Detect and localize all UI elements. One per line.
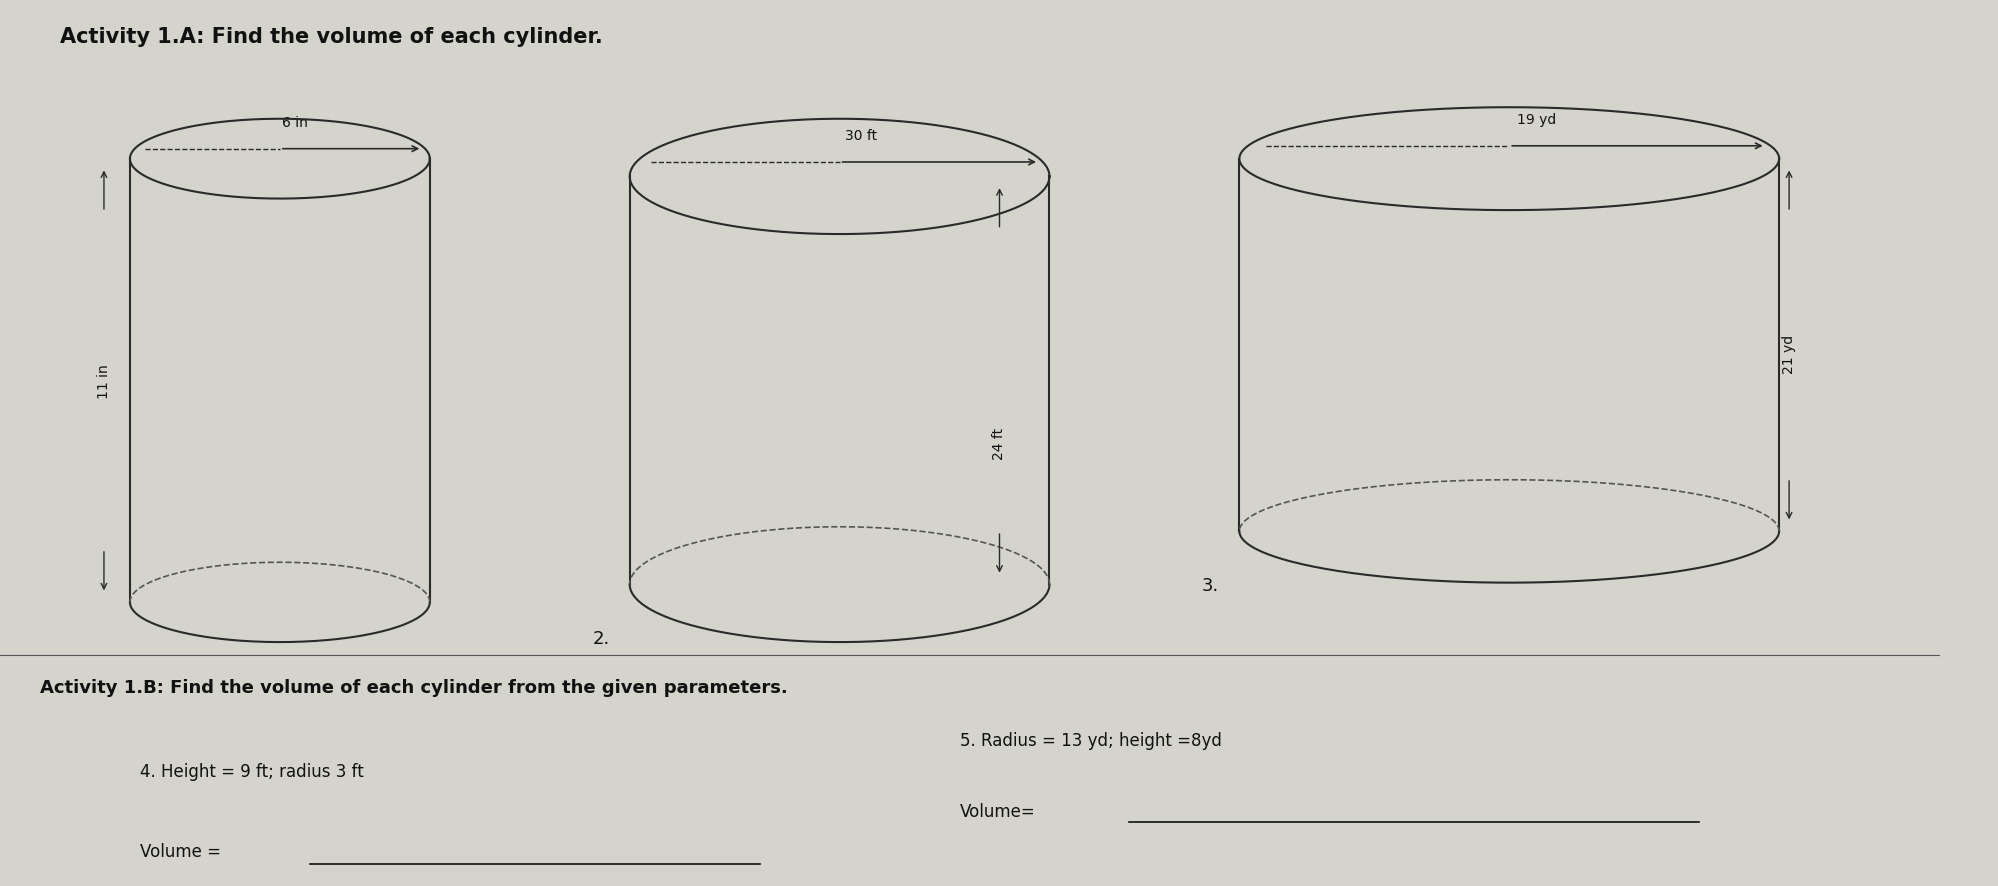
Text: 21 yd: 21 yd (1780, 335, 1796, 374)
Text: Activity 1.B: Find the volume of each cylinder from the given parameters.: Activity 1.B: Find the volume of each cy… (40, 678, 787, 696)
Text: 30 ft: 30 ft (843, 129, 877, 144)
Text: Activity 1.A: Find the volume of each cylinder.: Activity 1.A: Find the volume of each cy… (60, 27, 603, 47)
Text: 3.: 3. (1201, 576, 1219, 594)
Text: 24 ft: 24 ft (991, 427, 1007, 459)
Text: 11 in: 11 in (96, 363, 112, 399)
Text: 5. Radius = 13 yd; height =8yd: 5. Radius = 13 yd; height =8yd (959, 731, 1221, 749)
Text: 6 in: 6 in (282, 116, 308, 130)
Text: Volume =: Volume = (140, 842, 226, 859)
Text: Volume=: Volume= (959, 802, 1035, 820)
Text: 19 yd: 19 yd (1516, 113, 1554, 128)
Text: 4. Height = 9 ft; radius 3 ft: 4. Height = 9 ft; radius 3 ft (140, 762, 364, 780)
Text: 2.: 2. (591, 629, 609, 647)
